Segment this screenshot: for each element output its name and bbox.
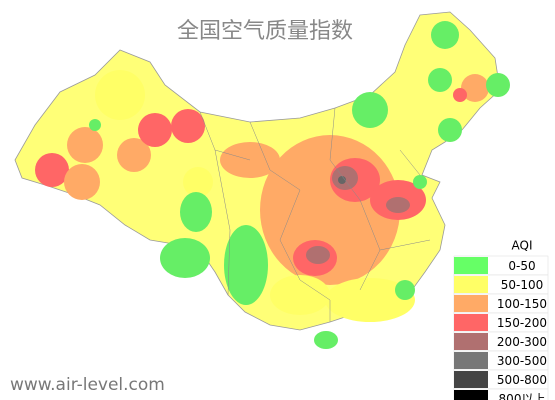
legend-swatch bbox=[454, 276, 488, 293]
legend-title: AQI bbox=[512, 239, 533, 253]
hainan bbox=[314, 331, 338, 349]
legend-swatch bbox=[454, 257, 488, 274]
blob bbox=[325, 278, 415, 322]
blob bbox=[438, 118, 462, 142]
legend-label: 500-800 bbox=[497, 373, 547, 387]
blob bbox=[270, 275, 330, 315]
legend-label: 200-300 bbox=[497, 335, 547, 349]
blob bbox=[352, 92, 388, 128]
china-map bbox=[14, 11, 510, 349]
blob bbox=[453, 88, 467, 102]
blob bbox=[171, 109, 205, 143]
blob bbox=[338, 176, 346, 184]
legend-label: 150-200 bbox=[497, 316, 547, 330]
legend-swatch bbox=[454, 333, 488, 350]
aqi-blobs bbox=[35, 21, 510, 322]
legend-label: 100-150 bbox=[497, 297, 547, 311]
blob bbox=[183, 167, 213, 197]
province-borders bbox=[199, 107, 431, 322]
blob bbox=[224, 225, 268, 305]
blob bbox=[117, 138, 151, 172]
blob bbox=[486, 73, 510, 97]
watermark: www.air-level.com bbox=[10, 375, 165, 395]
blob bbox=[67, 127, 103, 163]
legend-label: 800以上 bbox=[499, 392, 546, 400]
blob bbox=[95, 70, 145, 120]
blob bbox=[89, 119, 101, 131]
blob bbox=[160, 238, 210, 278]
legend: 0-50 50-100 100-150 150-200 200-300 300-500 50… bbox=[453, 255, 549, 400]
legend-label: 0-50 bbox=[508, 259, 535, 273]
blob bbox=[413, 175, 427, 189]
legend-swatch bbox=[454, 295, 488, 312]
legend-swatch bbox=[454, 314, 488, 331]
legend-swatch bbox=[454, 390, 488, 400]
legend-swatch bbox=[454, 371, 488, 388]
blob bbox=[35, 153, 69, 187]
blob bbox=[180, 192, 212, 232]
legend-label: 50-100 bbox=[501, 278, 544, 292]
map-title: 全国空气质量指数 bbox=[177, 19, 353, 44]
blob bbox=[64, 164, 100, 200]
blob bbox=[431, 21, 459, 49]
blob bbox=[461, 74, 489, 102]
blob bbox=[306, 246, 330, 264]
blob bbox=[138, 113, 172, 147]
blob bbox=[428, 68, 452, 92]
legend-label: 300-500 bbox=[497, 354, 547, 368]
blob bbox=[395, 280, 415, 300]
legend-swatch bbox=[454, 352, 488, 369]
blob bbox=[386, 197, 410, 213]
